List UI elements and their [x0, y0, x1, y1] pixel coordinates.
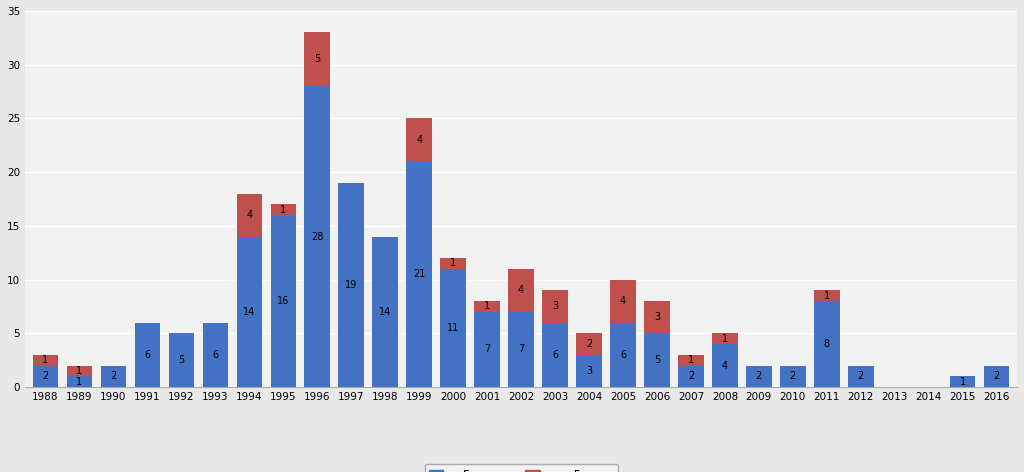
Bar	[440, 258, 466, 269]
Text: 1: 1	[42, 355, 48, 365]
Bar	[780, 365, 806, 387]
Text: 1: 1	[484, 302, 490, 312]
Text: 3: 3	[586, 366, 592, 376]
Bar	[237, 194, 262, 236]
Text: 4: 4	[416, 135, 422, 145]
Bar	[474, 301, 500, 312]
Text: 4: 4	[518, 286, 524, 295]
Text: 19: 19	[345, 280, 357, 290]
Bar	[814, 301, 840, 387]
Text: 14: 14	[243, 307, 255, 317]
Text: 1: 1	[722, 334, 728, 344]
Bar	[440, 269, 466, 387]
Bar	[644, 333, 670, 387]
Text: 2: 2	[111, 371, 117, 381]
Bar	[203, 322, 228, 387]
Bar	[543, 290, 567, 322]
Bar	[678, 355, 703, 365]
Text: 2: 2	[42, 371, 48, 381]
Bar	[543, 322, 567, 387]
Bar	[134, 322, 160, 387]
Bar	[67, 376, 92, 387]
Bar	[610, 279, 636, 322]
Bar	[950, 376, 976, 387]
Bar	[848, 365, 873, 387]
Text: 4: 4	[246, 210, 252, 220]
Legend: <5 anos, ≥ a 5 anos: <5 anos, ≥ a 5 anos	[425, 464, 617, 472]
Bar	[407, 118, 432, 161]
Bar	[577, 355, 602, 387]
Bar	[984, 365, 1010, 387]
Text: 2: 2	[756, 371, 762, 381]
Text: 14: 14	[379, 307, 391, 317]
Text: 21: 21	[413, 269, 425, 279]
Text: 2: 2	[688, 371, 694, 381]
Text: 2: 2	[790, 371, 796, 381]
Text: 16: 16	[278, 296, 290, 306]
Text: 8: 8	[823, 339, 829, 349]
Bar	[33, 355, 58, 365]
Text: 6: 6	[144, 350, 151, 360]
Bar	[814, 290, 840, 301]
Text: 2: 2	[993, 371, 999, 381]
Bar	[577, 333, 602, 355]
Bar	[407, 161, 432, 387]
Text: 2: 2	[586, 339, 592, 349]
Text: 7: 7	[484, 345, 490, 354]
Bar	[712, 344, 737, 387]
Bar	[304, 86, 330, 387]
Bar	[508, 269, 534, 312]
Bar	[373, 236, 398, 387]
Bar	[270, 204, 296, 215]
Bar	[33, 365, 58, 387]
Bar	[169, 333, 195, 387]
Text: 1: 1	[77, 366, 83, 376]
Bar	[678, 365, 703, 387]
Text: 1: 1	[450, 259, 456, 269]
Bar	[610, 322, 636, 387]
Bar	[339, 183, 364, 387]
Bar	[67, 365, 92, 376]
Text: 6: 6	[552, 350, 558, 360]
Bar	[746, 365, 772, 387]
Text: 5: 5	[314, 54, 321, 64]
Bar	[474, 312, 500, 387]
Text: 1: 1	[688, 355, 694, 365]
Bar	[237, 236, 262, 387]
Text: 4: 4	[722, 361, 728, 371]
Text: 6: 6	[212, 350, 218, 360]
Text: 5: 5	[178, 355, 184, 365]
Bar	[100, 365, 126, 387]
Bar	[508, 312, 534, 387]
Text: 3: 3	[654, 312, 660, 322]
Text: 2: 2	[858, 371, 864, 381]
Bar	[712, 333, 737, 344]
Bar	[270, 215, 296, 387]
Bar	[644, 301, 670, 333]
Text: 3: 3	[552, 302, 558, 312]
Text: 6: 6	[620, 350, 626, 360]
Text: 1: 1	[77, 377, 83, 387]
Text: 1: 1	[281, 205, 287, 215]
Text: 7: 7	[518, 345, 524, 354]
Text: 11: 11	[447, 323, 459, 333]
Text: 1: 1	[823, 291, 829, 301]
Text: 4: 4	[620, 296, 626, 306]
Bar	[304, 33, 330, 86]
Text: 1: 1	[959, 377, 966, 387]
Text: 28: 28	[311, 232, 324, 242]
Text: 5: 5	[653, 355, 660, 365]
